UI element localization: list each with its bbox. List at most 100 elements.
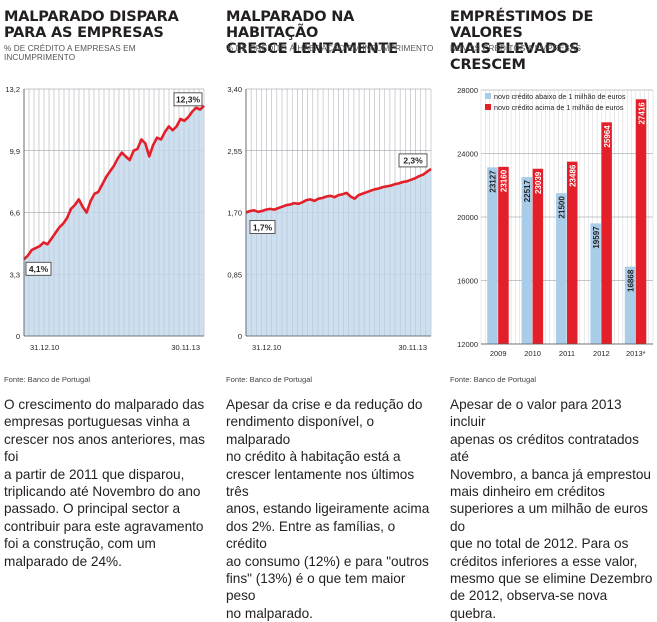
y-tick-label: 13,2 bbox=[5, 85, 20, 94]
title-line-2: MAIS ELEVADOS CRESCEM bbox=[450, 41, 580, 73]
panel-creditos: EMPRÉSTIMOS DE VALORES MAIS ELEVADOS CRE… bbox=[450, 0, 655, 621]
legend-label: novo crédito abaixo de 1 milhão de euros bbox=[494, 92, 626, 101]
bar-above-1m bbox=[498, 166, 509, 344]
start-callout-box bbox=[25, 261, 52, 276]
end-callout-label: 12,3% bbox=[176, 95, 201, 105]
body-line: superiores a um milhão de euros do bbox=[450, 501, 648, 534]
y-tick-label: 12000 bbox=[457, 340, 478, 349]
x-start-label: 31.12.10 bbox=[30, 343, 59, 352]
x-tick-label: 2010 bbox=[524, 349, 541, 358]
legend-label: novo crédito acima de 1 milhão de euros bbox=[494, 103, 624, 112]
y-tick-label: 20000 bbox=[457, 213, 478, 222]
y-tick-label: 28000 bbox=[457, 86, 478, 95]
chart-empresas: 13,2 9,9 6,6 3,3 0 31.12.10 30.11.13 4,1% 12,3% bbox=[5, 85, 205, 352]
y-tick-label: 0 bbox=[16, 332, 20, 341]
bar-above-1m bbox=[532, 168, 544, 344]
bar-above-1m bbox=[635, 99, 647, 344]
body-line: empresas portuguesas vinha a bbox=[4, 414, 190, 430]
bar-value-label: 21500 bbox=[558, 196, 567, 219]
body-line: O crescimento do malparado das bbox=[4, 397, 205, 412]
series-line bbox=[23, 104, 205, 261]
panel-subtitle: % DE CRÉDITO A EMPRESAS EM INCUMPRIMENTO bbox=[4, 44, 136, 62]
legend-swatch bbox=[485, 104, 491, 110]
y-tick-label: 1,70 bbox=[227, 209, 242, 218]
y-tick-label: 3,40 bbox=[227, 85, 242, 94]
body-line: triplicando até Novembro do ano bbox=[4, 484, 201, 500]
y-tick-label: 9,9 bbox=[10, 147, 20, 156]
body-line: Novembro, a banca já emprestou bbox=[450, 466, 651, 482]
chart-habitacao: 3,40 2,55 1,70 0,85 0 31.12.10 30.11.13 1,7% 2,3… bbox=[227, 85, 432, 352]
body-line: passado. O principal sector a bbox=[4, 501, 181, 517]
body-line: rendimento disponível, o malparado bbox=[226, 414, 375, 447]
bar-value-label: 27416 bbox=[637, 102, 646, 125]
body-line: a partir de 2011 que disparou, bbox=[4, 466, 185, 482]
source-note: Fonte: Banco de Portugal bbox=[4, 375, 91, 384]
bar-below-1m bbox=[487, 167, 498, 344]
y-tick-label: 0,85 bbox=[227, 270, 242, 279]
bar-value-label: 23039 bbox=[534, 171, 543, 194]
body-line: no crédito à habitação está a bbox=[226, 449, 401, 465]
bar-value-label: 23160 bbox=[500, 169, 509, 192]
title-line-1: MALPARADO NA HABITAÇÃO bbox=[226, 9, 355, 41]
source-note: Fonte: Banco de Portugal bbox=[226, 375, 313, 384]
body-line: no malparado. bbox=[226, 605, 313, 621]
bar-value-label: 23127 bbox=[489, 170, 498, 193]
y-tick-label: 3,3 bbox=[10, 270, 20, 279]
body-line: apenas os créditos contratados até bbox=[450, 431, 639, 465]
bar-value-label: 16868 bbox=[626, 269, 635, 292]
body-line: dos 2%. Entre as famílias, o crédito bbox=[226, 518, 396, 552]
body-line: foi a construção, com um bbox=[4, 536, 156, 552]
body-line: mais dinheiro em créditos bbox=[450, 484, 605, 500]
bar-below-1m bbox=[590, 223, 601, 344]
body-line: créditos inferiores a esse valor, bbox=[450, 553, 638, 569]
body-line: crescer nos anos anteriores, mas foi bbox=[4, 431, 205, 465]
body-line: ao consumo (12%) e para "outros bbox=[226, 553, 429, 569]
source-note: Fonte: Banco de Portugal bbox=[450, 375, 537, 384]
x-start-label: 31.12.10 bbox=[252, 343, 281, 352]
panel-title: MALPARADO NA HABITAÇÃO CRESCE LENTAMENTE bbox=[226, 9, 436, 57]
x-tick-label: 2012 bbox=[593, 349, 610, 358]
bar-below-1m bbox=[556, 193, 567, 344]
title-line-2: CRESCE LENTAMENTE bbox=[226, 41, 398, 57]
bar-value-label: 25964 bbox=[603, 125, 612, 148]
end-callout-box bbox=[398, 153, 428, 168]
x-tick-label: 2009 bbox=[490, 349, 507, 358]
panel-subtitle: NOVOS CRÉDITOS A EMPRESAS bbox=[450, 44, 582, 53]
y-tick-label: 2,55 bbox=[227, 147, 242, 156]
title-line-1: EMPRÉSTIMOS DE VALORES bbox=[450, 9, 594, 41]
body-text: O crescimento do malparado das empresas p… bbox=[4, 396, 209, 570]
body-line: malparado de 24%. bbox=[4, 553, 122, 569]
x-tick-label: 2011 bbox=[559, 349, 575, 358]
body-text: Apesar de o valor para 2013 incluir apena… bbox=[450, 396, 655, 622]
x-end-label: 30.11.13 bbox=[398, 343, 427, 352]
x-end-label: 30.11.13 bbox=[171, 343, 200, 352]
body-line: anos, estando ligeiramente acima bbox=[226, 501, 430, 517]
body-line: que no total de 2012. Para os bbox=[450, 536, 629, 552]
title-line-1: MALPARADO DISPARA bbox=[4, 9, 179, 25]
body-line: fins" (13%) é o que tem maior peso bbox=[226, 571, 406, 604]
body-line: Apesar de o valor para 2013 incluir bbox=[450, 397, 622, 430]
legend-swatch bbox=[485, 93, 491, 99]
bar-value-label: 22517 bbox=[523, 179, 532, 202]
chart-creditos: 28000 24000 20000 16000 12000 23127 23160 2009 2… bbox=[457, 86, 654, 358]
end-callout-label: 2,3% bbox=[403, 156, 423, 166]
y-tick-label: 0 bbox=[238, 332, 242, 341]
panel-title: MALPARADO DISPARA PARA AS EMPRESAS bbox=[4, 9, 179, 41]
body-line: Apesar da crise e da redução do bbox=[226, 397, 423, 412]
y-tick-label: 6,6 bbox=[10, 209, 20, 218]
bar-value-label: 23486 bbox=[569, 164, 578, 187]
y-tick-label: 16000 bbox=[457, 277, 478, 286]
body-line: de 2012, observa-se nova quebra. bbox=[450, 588, 608, 621]
bar-above-1m bbox=[567, 161, 578, 344]
bar-below-1m bbox=[521, 177, 533, 344]
start-callout-label: 4,1% bbox=[29, 264, 49, 274]
start-callout-label: 1,7% bbox=[253, 222, 273, 232]
bar-above-1m bbox=[601, 122, 612, 344]
bar-below-1m bbox=[624, 266, 636, 344]
series-line bbox=[245, 167, 432, 214]
x-tick-label: 2013* bbox=[626, 349, 646, 358]
start-callout-box bbox=[249, 220, 276, 234]
body-line: contribuir para este agravamento bbox=[4, 518, 204, 534]
panel-title: EMPRÉSTIMOS DE VALORES MAIS ELEVADOS CRE… bbox=[450, 9, 655, 73]
title-line-2: PARA AS EMPRESAS bbox=[4, 25, 164, 41]
